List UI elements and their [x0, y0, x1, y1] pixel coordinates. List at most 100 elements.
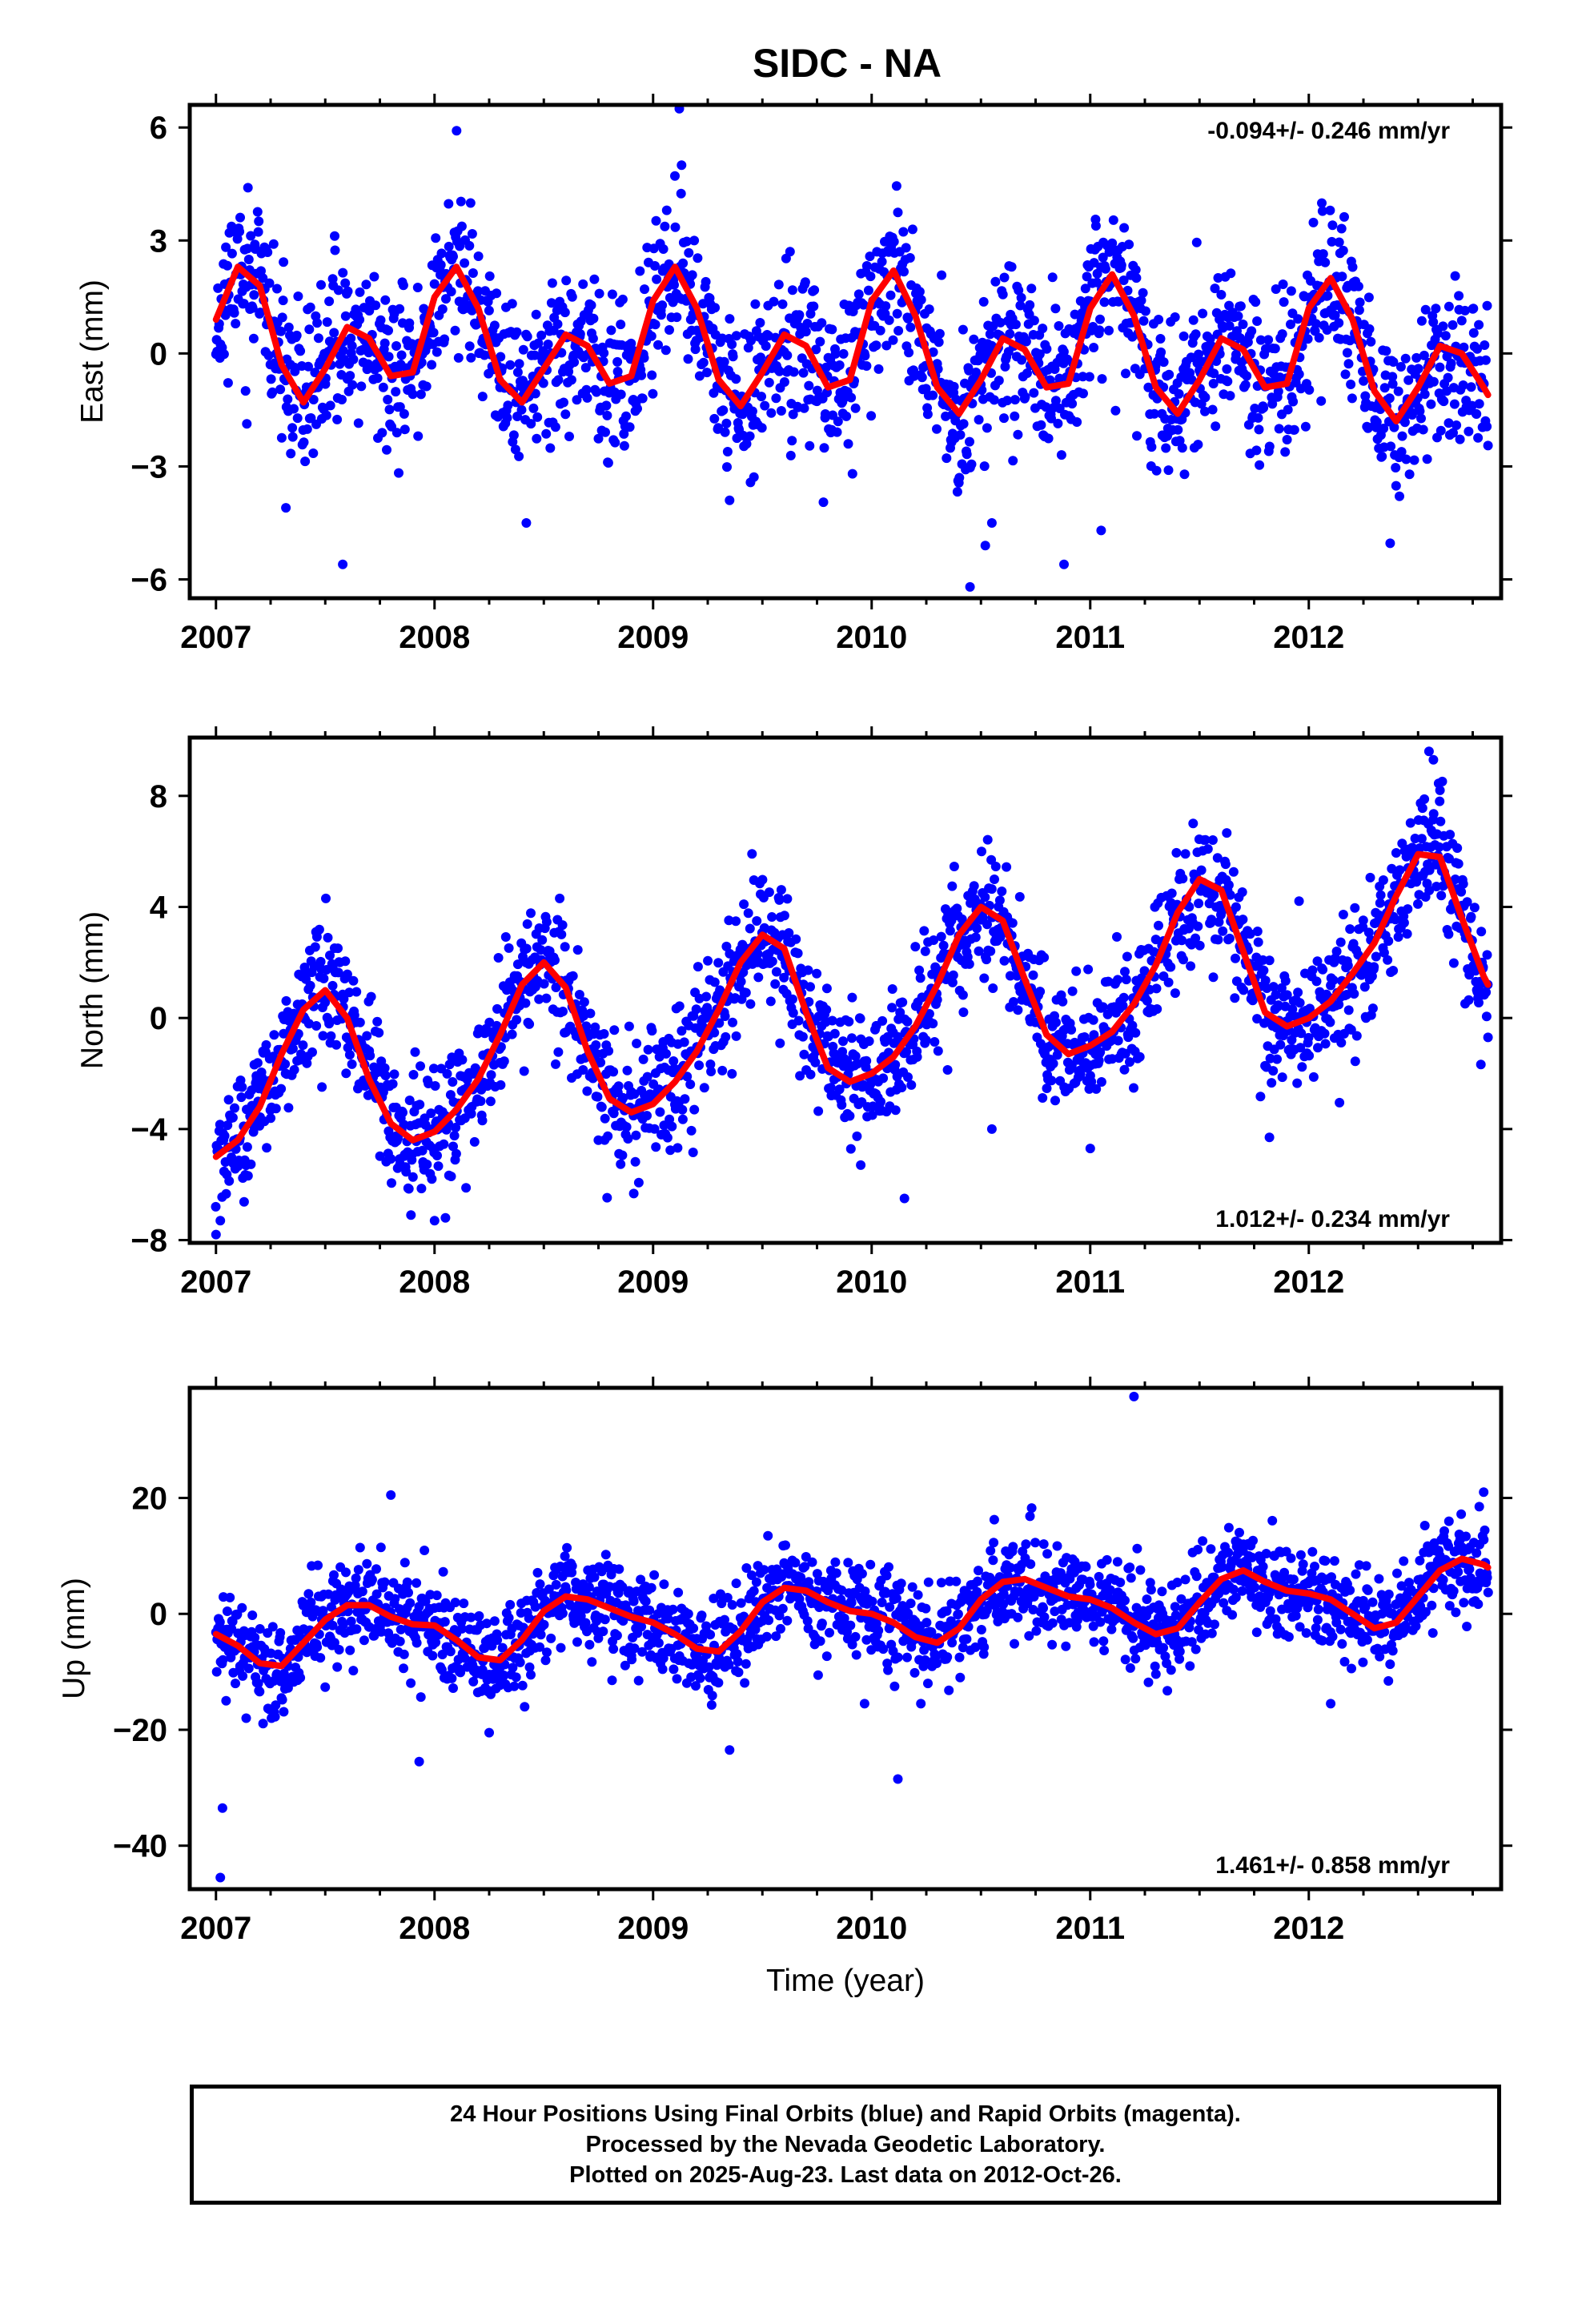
data-point: [312, 1642, 323, 1652]
data-point: [530, 1602, 540, 1612]
data-point: [1208, 972, 1219, 983]
data-point: [1154, 920, 1163, 931]
data-point: [876, 1096, 885, 1107]
data-point: [599, 348, 609, 358]
data-point: [930, 1037, 940, 1047]
data-point: [691, 1681, 701, 1691]
data-point: [588, 333, 598, 344]
data-point: [248, 333, 259, 344]
data-point: [329, 1570, 339, 1580]
data-point: [396, 1624, 406, 1634]
data-point: [560, 942, 570, 952]
data-point: [673, 1587, 684, 1598]
data-point: [801, 327, 811, 337]
data-point: [647, 370, 657, 380]
data-point: [390, 1594, 400, 1604]
data-point: [655, 1107, 665, 1117]
fit-line: [212, 263, 1492, 424]
data-point: [1267, 399, 1278, 409]
data-point: [1099, 297, 1110, 308]
data-point: [486, 1070, 496, 1080]
data-point: [1317, 198, 1327, 208]
data-point: [417, 1145, 428, 1156]
data-point: [638, 1054, 648, 1064]
data-point: [1042, 344, 1052, 354]
data-point: [466, 1108, 476, 1119]
data-point: [802, 1616, 813, 1626]
data-point: [903, 313, 913, 324]
data-point: [1010, 320, 1021, 330]
data-point: [1084, 1084, 1094, 1094]
data-point: [986, 1124, 997, 1134]
data-point: [593, 1633, 604, 1643]
data-point: [1428, 809, 1439, 819]
data-point: [542, 1647, 552, 1658]
data-point: [308, 395, 319, 404]
data-point: [1014, 891, 1025, 902]
data-point: [713, 423, 724, 433]
data-point: [270, 1711, 280, 1722]
data-point: [750, 299, 761, 309]
data-point: [722, 462, 732, 472]
data-point: [667, 1121, 677, 1132]
data-point: [721, 941, 732, 951]
data-point: [283, 322, 294, 332]
data-point: [351, 1624, 362, 1634]
data-point: [966, 459, 977, 469]
x-tick-label: 2011: [1055, 1265, 1125, 1300]
data-point: [430, 1081, 440, 1091]
data-point: [693, 253, 703, 263]
data-point: [1417, 803, 1427, 814]
data-point: [432, 1151, 442, 1160]
data-point: [910, 942, 921, 952]
data-point: [468, 1676, 479, 1687]
data-point: [658, 244, 669, 254]
data-point: [239, 1196, 249, 1207]
data-point: [492, 1635, 503, 1645]
data-point: [1014, 285, 1024, 296]
data-point: [1119, 1064, 1130, 1075]
data-point: [560, 409, 571, 420]
data-point: [847, 1639, 857, 1650]
data-point: [302, 424, 312, 434]
data-point: [1253, 937, 1263, 947]
data-point: [250, 1632, 260, 1642]
data-point: [997, 887, 1007, 896]
data-point: [266, 1113, 276, 1124]
data-point: [357, 1586, 367, 1597]
data-point: [440, 1617, 450, 1627]
data-point: [1238, 320, 1248, 329]
data-point: [1194, 899, 1204, 909]
data-point: [252, 1058, 263, 1068]
data-point: [646, 1582, 656, 1593]
data-point: [916, 295, 926, 305]
data-point: [1130, 265, 1141, 275]
data-point: [1200, 834, 1211, 845]
data-point: [617, 294, 628, 304]
data-point: [672, 312, 682, 323]
data-point: [1350, 1056, 1360, 1067]
data-point: [558, 1007, 568, 1016]
data-point: [338, 559, 348, 569]
data-point: [1416, 413, 1426, 424]
data-point: [389, 1069, 400, 1080]
data-point: [303, 361, 313, 372]
data-point: [669, 1063, 680, 1074]
data-point: [1325, 1017, 1335, 1027]
data-point: [995, 317, 1006, 328]
data-point: [380, 295, 391, 305]
data-point: [1186, 375, 1197, 385]
data-point: [1277, 329, 1287, 340]
data-point: [1334, 318, 1344, 328]
data-point: [749, 472, 759, 482]
data-point: [279, 1707, 289, 1717]
data-point: [1186, 352, 1196, 363]
data-point: [1456, 316, 1467, 326]
data-point: [227, 1112, 238, 1123]
data-point: [688, 1148, 698, 1157]
data-point: [603, 458, 613, 468]
data-point: [1094, 1055, 1104, 1066]
data-point: [1067, 399, 1078, 409]
data-point: [500, 932, 511, 942]
data-point: [391, 387, 401, 397]
